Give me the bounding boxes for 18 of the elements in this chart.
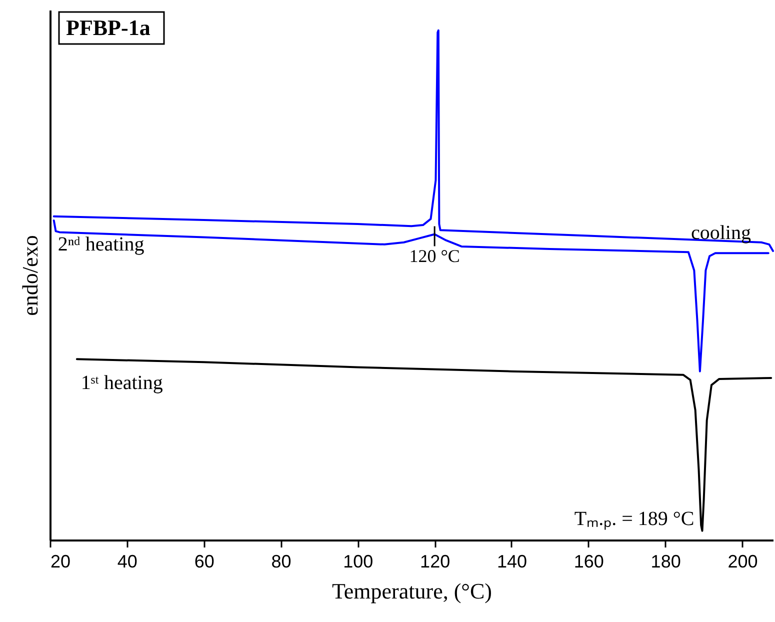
x-tick-label: 140 <box>496 552 528 572</box>
x-tick-label: 40 <box>117 552 138 572</box>
x-axis-title: Temperature, (°C) <box>332 578 492 604</box>
annotation: Tₘ.ₚ. = 189 °C <box>574 508 694 530</box>
series-label: 1ˢᵗ heating <box>80 372 163 394</box>
x-tick-label: 120 <box>420 552 450 572</box>
x-tick-label: 160 <box>574 552 604 572</box>
y-axis-title: endo/exo <box>18 235 42 316</box>
x-tick-label: 200 <box>728 552 758 572</box>
series-label: 2ⁿᵈ heating <box>58 233 144 256</box>
x-tick-label: 60 <box>194 552 214 572</box>
x-tick-label: 80 <box>271 552 292 572</box>
x-tick-label: 100 <box>343 552 374 572</box>
x-tick-label: 20 <box>50 552 71 572</box>
series-label: cooling <box>691 222 751 244</box>
x-tick-label: 180 <box>650 552 681 572</box>
chart-title: PFBP-1a <box>66 15 150 40</box>
annotation: 120 °C <box>409 246 460 266</box>
